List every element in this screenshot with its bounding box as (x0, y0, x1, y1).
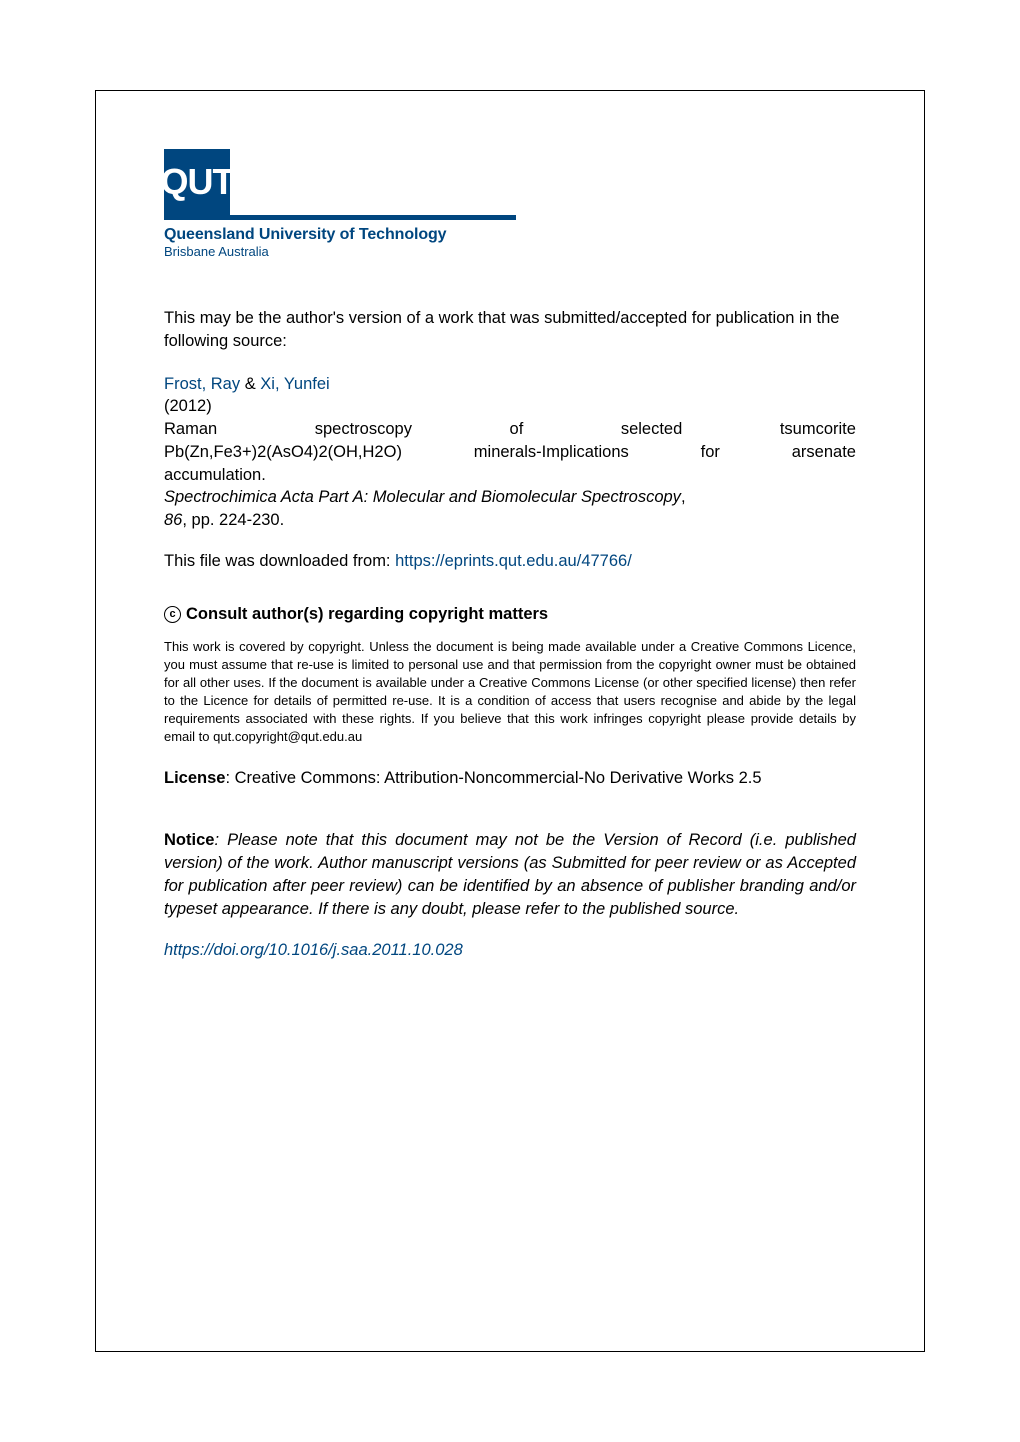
doi-block: https://doi.org/10.1016/j.saa.2011.10.02… (164, 941, 856, 960)
doi-link[interactable]: https://doi.org/10.1016/j.saa.2011.10.02… (164, 941, 463, 959)
logo-bar (164, 215, 516, 220)
download-prefix: This file was downloaded from: (164, 552, 395, 570)
author-separator: & (240, 375, 260, 393)
license-block: License: Creative Commons: Attribution-N… (164, 767, 856, 790)
citation-volume: 86 (164, 511, 182, 529)
author-link-2[interactable]: Xi, Yunfei (260, 375, 329, 393)
copyright-body: This work is covered by copyright. Unles… (164, 638, 856, 746)
license-text: : Creative Commons: Attribution-Noncomme… (225, 769, 761, 787)
citation-journal-line: Spectrochimica Acta Part A: Molecular an… (164, 486, 856, 509)
notice-block: Notice: Please note that this document m… (164, 829, 856, 920)
institution-name: Queensland University of Technology (164, 226, 856, 244)
copyright-heading-text: Consult author(s) regarding copyright ma… (186, 605, 548, 624)
citation-pages: , pp. 224-230. (182, 511, 284, 529)
download-line: This file was downloaded from: https://e… (164, 552, 856, 571)
institution-location: Brisbane Australia (164, 244, 856, 259)
copyright-heading: c Consult author(s) regarding copyright … (164, 605, 856, 624)
citation-year: (2012) (164, 395, 856, 418)
citation-block: Frost, Ray & Xi, Yunfei (2012) Raman spe… (164, 373, 856, 532)
notice-text: : Please note that this document may not… (164, 831, 856, 917)
license-label: License (164, 769, 225, 787)
logo-block: QUT Queensland University of Technology … (164, 149, 856, 259)
intro-text: This may be the author's version of a wo… (164, 307, 856, 353)
journal-name: Spectrochimica Acta Part A: Molecular an… (164, 488, 681, 506)
citation-volume-pages: 86, pp. 224-230. (164, 509, 856, 532)
page-frame: QUT Queensland University of Technology … (95, 90, 925, 1352)
citation-authors: Frost, Ray & Xi, Yunfei (164, 373, 856, 396)
notice-label: Notice (164, 831, 214, 849)
copyright-icon: c (164, 606, 181, 623)
logo-text: QUT (161, 161, 234, 203)
citation-title: Raman spectroscopy of selected tsumcorit… (164, 418, 856, 486)
author-link-1[interactable]: Frost, Ray (164, 375, 240, 393)
qut-logo: QUT (164, 149, 230, 215)
download-link[interactable]: https://eprints.qut.edu.au/47766/ (395, 552, 632, 570)
